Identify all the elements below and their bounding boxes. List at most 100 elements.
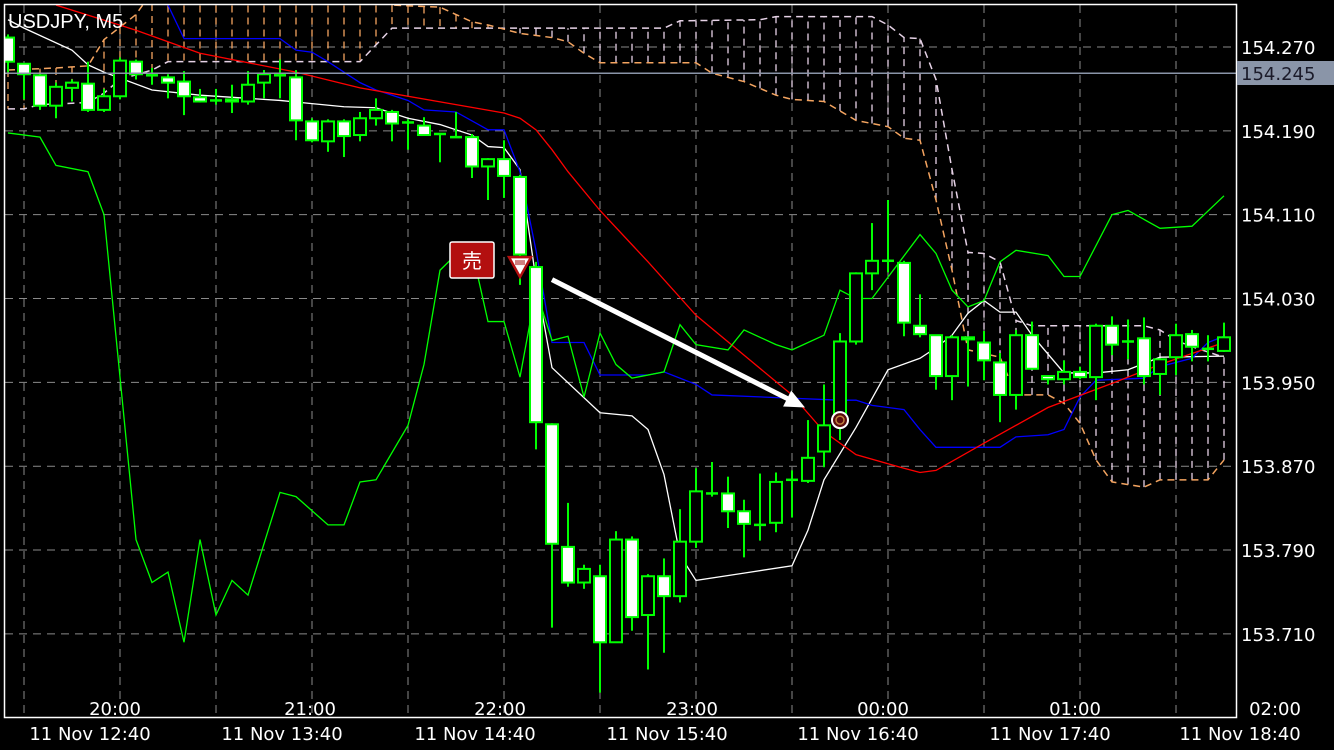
candle-body-bullish <box>689 490 703 543</box>
candle-body-bearish <box>977 341 991 362</box>
candle-body-bullish <box>1169 334 1183 359</box>
candle <box>961 336 975 387</box>
candle-body-bearish <box>497 158 511 177</box>
candle <box>434 132 446 163</box>
candle <box>786 470 798 518</box>
candle-body-bearish <box>561 545 575 584</box>
candle-body-bearish <box>1025 334 1039 370</box>
time-tick-label: 02:00 <box>1249 699 1301 720</box>
candle <box>1009 329 1023 410</box>
exit-circle-inner <box>835 415 845 425</box>
candle-body-bullish <box>817 424 831 453</box>
candle <box>1105 316 1119 356</box>
candle-body-bearish <box>737 510 751 525</box>
candle-body-bearish <box>1137 337 1151 378</box>
candle-body-bullish <box>865 259 879 275</box>
candle-body-bearish <box>529 266 543 424</box>
candle <box>49 82 63 119</box>
candle-body-bearish <box>913 324 927 336</box>
candle-body-bearish <box>289 76 303 122</box>
candle-body-bullish <box>609 538 623 644</box>
sell-label-box[interactable] <box>449 241 495 279</box>
trade-markers <box>506 255 849 430</box>
candle <box>865 223 879 291</box>
candle <box>673 509 687 603</box>
candle <box>1137 317 1151 385</box>
candle <box>561 502 575 587</box>
exit-circle-icon[interactable] <box>831 411 849 430</box>
candle <box>385 109 399 142</box>
price-tick-label: 153.710 <box>1241 625 1315 646</box>
candle-body-bearish <box>545 423 559 545</box>
candle-body-bearish <box>33 74 47 107</box>
candle <box>977 331 991 381</box>
candle-body-bearish <box>177 80 191 98</box>
candle <box>241 71 255 105</box>
candle <box>353 111 367 142</box>
candle <box>609 531 623 644</box>
senkou-span-a-line <box>7 5 1225 488</box>
time-tick-label: 00:00 <box>857 699 909 720</box>
candle-body-bearish <box>305 120 319 142</box>
candle <box>193 88 207 103</box>
time-tick-label: 21:00 <box>284 699 336 720</box>
candle <box>641 574 655 670</box>
sell-label-text: 売 <box>462 249 482 273</box>
candle <box>529 261 543 450</box>
candle-body-bullish <box>241 83 255 103</box>
price-tick-label: 153.950 <box>1241 373 1315 394</box>
moving-average-line <box>55 5 1225 474</box>
current-price-value: 154.245 <box>1241 64 1315 85</box>
candle <box>417 117 431 137</box>
time-axis[interactable]: 20:00 21:00 22:00 23:00 00:00 01:00 02:00 11 No… <box>29 699 1301 745</box>
candle <box>1217 322 1231 352</box>
candle-body-bullish <box>1217 336 1231 352</box>
candle <box>721 476 735 529</box>
candle-body-bullish <box>65 81 79 89</box>
candle-body-bearish <box>225 98 239 103</box>
sell-entry-triangle-icon[interactable] <box>506 255 534 280</box>
candle-body-bearish <box>193 96 207 103</box>
candle <box>481 158 495 201</box>
candle <box>113 57 127 100</box>
chikou-line <box>7 132 1225 643</box>
server-time-tick-label: 11 Nov 13:40 <box>221 724 342 745</box>
sell-entry-triangle-fill <box>515 260 525 266</box>
current-price-tag-bg <box>1237 61 1334 85</box>
candle <box>882 200 894 273</box>
server-time-tick-label: 11 Nov 18:40 <box>1179 724 1300 745</box>
sell-label[interactable]: 売 <box>449 241 495 279</box>
time-tick-label: 01:00 <box>1049 699 1101 720</box>
candle <box>1169 323 1183 376</box>
time-tick-label: 20:00 <box>89 699 141 720</box>
candle-body-bearish <box>465 136 479 168</box>
candle <box>1057 360 1071 385</box>
candle-body-bullish <box>849 272 863 343</box>
price-tick-label: 154.270 <box>1241 38 1315 59</box>
candle <box>210 88 222 105</box>
trade-arrow-head-icon <box>783 390 805 408</box>
candle <box>289 70 303 141</box>
price-axis[interactable]: 154.270 154.190 154.110 154.030 153.950 153.8… <box>1241 38 1315 646</box>
candle <box>1185 329 1199 362</box>
candle-body-bullish <box>833 340 847 422</box>
candle <box>274 59 286 99</box>
candle-body-bearish <box>129 60 143 76</box>
candle <box>1073 366 1087 380</box>
candle <box>225 84 239 114</box>
price-tick-label: 154.030 <box>1241 290 1315 311</box>
candle-body-bearish <box>657 575 671 598</box>
candle-body-bullish <box>769 480 783 524</box>
candle <box>545 423 559 628</box>
candle <box>1202 335 1214 362</box>
candle-body-bullish <box>321 120 335 143</box>
candle-body-bearish <box>993 361 1007 396</box>
plot-area <box>5 5 1231 693</box>
candle <box>689 468 703 548</box>
candle <box>737 499 751 558</box>
candle-body-bearish <box>5 36 15 63</box>
candle <box>754 473 766 541</box>
candle <box>593 564 607 693</box>
candle <box>1089 323 1103 401</box>
